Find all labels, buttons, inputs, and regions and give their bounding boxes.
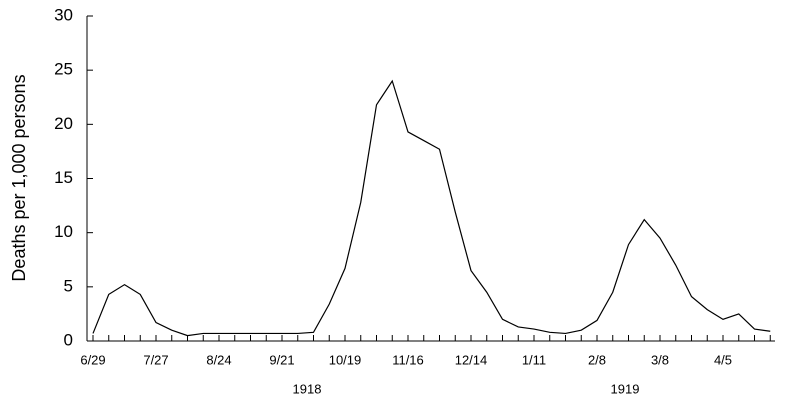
x-tick-label: 8/24 (206, 352, 231, 367)
y-tick-label: 5 (64, 276, 73, 295)
line-series (92, 79, 771, 337)
x-tick-label: 4/5 (714, 352, 732, 367)
x-tick-label: 1/11 (522, 352, 546, 367)
y-tick-label: 30 (54, 5, 73, 24)
x-tick-label: 7/27 (143, 352, 168, 367)
year-label: 1918 (293, 381, 322, 396)
x-tick-label: 2/8 (588, 352, 606, 367)
x-tick-label: 9/21 (269, 352, 294, 367)
x-tick-label: 6/29 (80, 352, 105, 367)
x-tick-label: 12/14 (455, 352, 488, 367)
y-tick-label: 25 (54, 60, 73, 79)
y-axis-label: Deaths per 1,000 persons (9, 74, 29, 281)
x-tick-label: 3/8 (651, 352, 669, 367)
y-tick-label: 20 (54, 114, 73, 133)
x-tick-label: 10/19 (329, 352, 362, 367)
x-tick-label: 11/16 (392, 352, 424, 367)
year-label: 1919 (611, 381, 640, 396)
y-tick-label: 10 (54, 222, 73, 241)
y-tick-label: 15 (54, 168, 73, 187)
y-tick-label: 0 (64, 330, 73, 349)
